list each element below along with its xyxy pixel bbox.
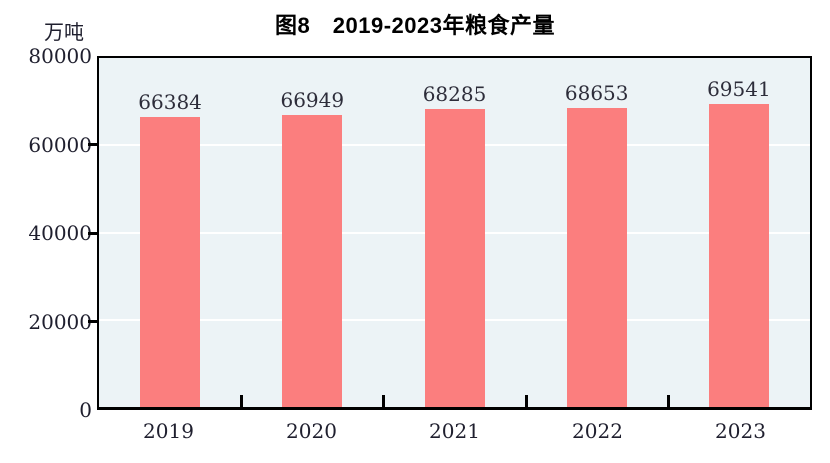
bar-2021 [424, 109, 485, 407]
y-tick-label: 80000 [28, 44, 92, 68]
x-tick-label-2020: 2020 [286, 419, 337, 443]
x-tick-label-2019: 2019 [143, 419, 194, 443]
x-axis-tick [382, 395, 386, 407]
y-axis-tick [88, 320, 97, 323]
y-tick-label: 60000 [28, 132, 92, 157]
bar-value-label: 66949 [280, 87, 345, 112]
plot-inner: 66384 66949 68285 68653 69541 [99, 58, 810, 407]
x-axis-tick [666, 395, 670, 407]
x-axis-tick [240, 395, 244, 407]
bar-2022 [566, 107, 627, 407]
bar-value-label: 66384 [138, 90, 202, 115]
bar-2020 [282, 114, 343, 407]
x-tick-label-2023: 2023 [715, 419, 766, 443]
y-tick-label: 40000 [28, 221, 92, 245]
y-tick-label: 20000 [28, 309, 92, 334]
bar-value-label: 68285 [422, 82, 487, 107]
plot-area: 66384 66949 68285 68653 69541 [97, 56, 812, 410]
y-axis-tick [88, 143, 97, 146]
bar-value-label: 68653 [564, 80, 629, 105]
chart-title: 图8 2019-2023年粮食产量 [275, 13, 555, 38]
bar-2019 [140, 117, 201, 407]
x-axis-tick [524, 395, 528, 407]
bar-2023 [708, 103, 769, 407]
x-tick-label-2021: 2021 [429, 419, 480, 443]
bar-value-label: 69541 [707, 76, 771, 101]
x-tick-label-2022: 2022 [572, 419, 623, 443]
y-axis-unit-label: 万吨 [44, 20, 84, 44]
y-axis-tick [88, 231, 97, 235]
y-tick-label: 0 [79, 398, 92, 422]
